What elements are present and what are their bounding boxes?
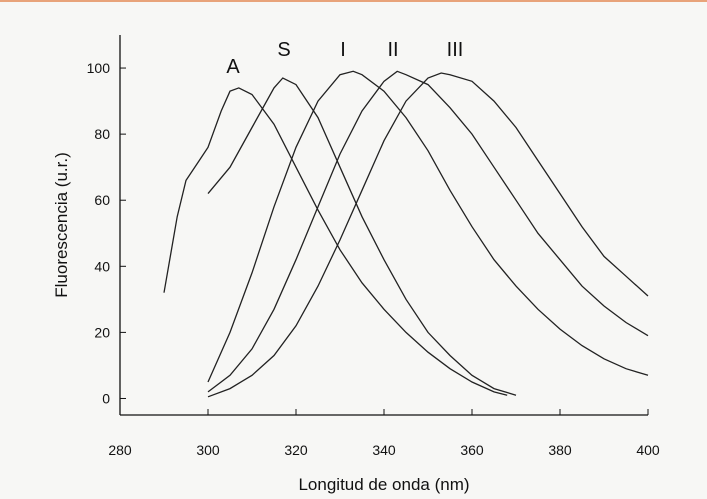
- series-label: III: [447, 39, 464, 61]
- x-axis-label: Longitud de onda (nm): [298, 475, 469, 494]
- x-tick-label: 340: [372, 442, 396, 458]
- series-line: [207, 70, 649, 393]
- y-tick-label: 40: [94, 258, 110, 274]
- series-label: S: [277, 39, 290, 61]
- series-line: [163, 87, 508, 396]
- y-tick-label: 80: [94, 126, 110, 142]
- y-tick-label: 60: [94, 192, 110, 208]
- y-tick-label: 100: [87, 60, 111, 76]
- series-line: [207, 77, 517, 396]
- series-label: A: [226, 56, 240, 78]
- x-tick-label: 320: [284, 442, 308, 458]
- x-tick-label: 280: [108, 442, 132, 458]
- series-label: I: [340, 39, 346, 61]
- x-tick-label: 300: [196, 442, 220, 458]
- y-tick-label: 20: [94, 324, 110, 340]
- series-line: [207, 70, 649, 383]
- series-label: II: [387, 39, 398, 61]
- y-axis-label: Fluorescencia (u.r.): [52, 152, 71, 298]
- x-tick-label: 380: [548, 442, 572, 458]
- series-line: [207, 72, 649, 398]
- y-tick-label: 0: [102, 390, 110, 406]
- x-tick-label: 400: [636, 442, 660, 458]
- x-tick-label: 360: [460, 442, 484, 458]
